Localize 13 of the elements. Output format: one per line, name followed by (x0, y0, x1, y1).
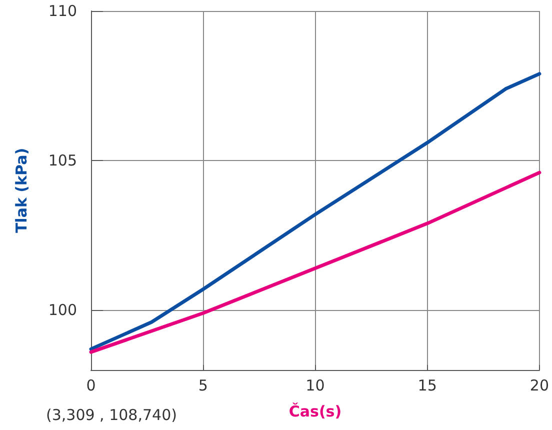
x-tick-label: 20 (530, 376, 550, 394)
y-tick-label: 110 (48, 2, 77, 20)
x-tick-label: 10 (306, 376, 325, 394)
y-axis-title: Tlak (kPa) (12, 148, 30, 234)
y-tick-label: 105 (48, 152, 77, 170)
x-tick-label: 15 (418, 376, 437, 394)
text: (3,309 , 108,740) (46, 406, 177, 424)
y-tick-label: 100 (48, 301, 77, 320)
line-series (89, 170, 542, 354)
x-tick-label: 5 (198, 376, 208, 394)
x-axis-title: Čas(s) (288, 402, 342, 420)
x-tick-label: 0 (86, 376, 96, 394)
line-series (89, 72, 542, 351)
